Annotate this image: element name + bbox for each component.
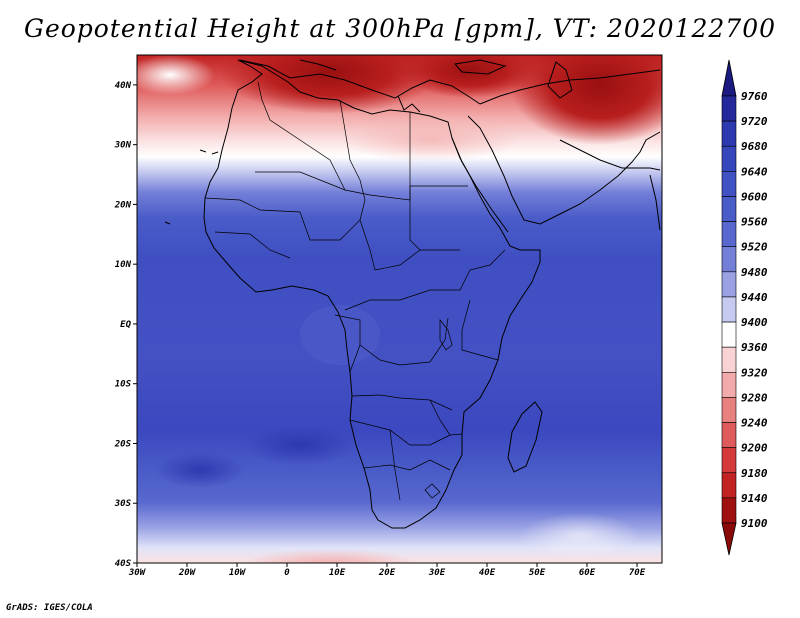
grads-credit: GrADS: IGES/COLA xyxy=(6,603,93,613)
colorbar-label: 9320 xyxy=(741,366,768,379)
lon-label: 60E xyxy=(579,568,596,578)
colorbar-label: 9100 xyxy=(741,517,768,530)
lat-label: 20N xyxy=(114,200,132,210)
longitude-labels: 30W 20W 10W 0 10E 20E 30E 40E 50E 60E 70E xyxy=(128,568,646,578)
colorbar-label: 9560 xyxy=(741,216,768,229)
lat-label: 40N xyxy=(115,81,132,91)
lat-label: 30S xyxy=(114,499,132,509)
country-borders xyxy=(204,81,506,501)
lon-label: 30W xyxy=(128,568,147,578)
lat-label: 40S xyxy=(115,559,132,569)
colorbar-label: 9280 xyxy=(741,391,768,404)
colorbar-max-arrow xyxy=(721,59,737,97)
colorbar-band xyxy=(721,145,737,172)
colorbar-label: 9640 xyxy=(741,165,768,178)
lon-label: 20E xyxy=(378,568,396,578)
colorbar-band xyxy=(721,271,737,298)
colorbar-band xyxy=(721,171,737,197)
colorbar-band xyxy=(721,221,737,248)
colorbar-band xyxy=(721,246,737,273)
lon-label: 70E xyxy=(629,568,646,578)
colorbar-label: 9600 xyxy=(741,190,768,203)
chart-title: Geopotential Height at 300hPa [gpm], VT:… xyxy=(23,14,777,43)
colorbar-band xyxy=(721,95,737,122)
colorbar-label: 9520 xyxy=(741,241,768,254)
lat-label: EQ xyxy=(120,320,131,330)
colorbar-label: 9440 xyxy=(741,291,768,304)
colorbar-label: 9760 xyxy=(741,90,768,103)
colorbar-label: 9680 xyxy=(741,140,768,153)
colorbar-label: 9480 xyxy=(741,266,768,279)
colorbar-band xyxy=(721,472,737,499)
colorbar-band xyxy=(721,120,737,147)
colorbar-min-arrow xyxy=(721,522,737,556)
colorbar-band xyxy=(721,296,737,323)
colorbar-label: 9140 xyxy=(741,492,768,505)
coastlines xyxy=(164,59,661,529)
map-frame xyxy=(136,54,663,564)
lat-label: 10N xyxy=(115,260,132,270)
lon-label: 50E xyxy=(529,568,546,578)
africa-coastline xyxy=(203,59,541,529)
colorbar: 9760 9720 9680 9640 9600 9560 9520 9480 9440 9400… xyxy=(721,59,768,556)
height-field xyxy=(137,55,662,563)
colorbar-label: 9400 xyxy=(741,316,768,329)
colorbar-band xyxy=(721,397,737,423)
lon-label: 10W xyxy=(229,568,247,578)
colorbar-band xyxy=(721,371,737,398)
latitude-labels: 40N 30N 20N 10N EQ 10S 20S 30S 40S xyxy=(114,81,132,569)
colorbar-band xyxy=(721,497,737,524)
colorbar-label: 9200 xyxy=(741,442,768,455)
lon-label: 10E xyxy=(329,568,346,578)
colorbar-label: 9240 xyxy=(741,417,768,430)
lat-label: 20S xyxy=(114,439,132,449)
map-plot: 30W 20W 10W 0 10E 20E 30E 40E 50E 60E 70E 40N 30N 20… xyxy=(114,54,768,578)
colorbar-label: 9360 xyxy=(741,341,768,354)
colorbar-band xyxy=(721,447,737,474)
colorbar-band xyxy=(721,346,737,373)
colorbar-label: 9180 xyxy=(741,467,768,480)
lat-label: 30N xyxy=(114,141,132,151)
madagascar-coastline xyxy=(507,401,543,473)
arabia-coastline xyxy=(467,115,661,225)
lon-label: 40E xyxy=(479,568,496,578)
lon-label: 30E xyxy=(428,568,446,578)
colorbar-band xyxy=(721,196,737,222)
colorbar-label: 9720 xyxy=(741,115,768,128)
lat-label: 10S xyxy=(115,380,132,390)
colorbar-band xyxy=(721,321,737,348)
lon-label: 0 xyxy=(284,568,290,578)
lon-label: 20W xyxy=(178,568,197,578)
colorbar-band xyxy=(721,422,737,448)
